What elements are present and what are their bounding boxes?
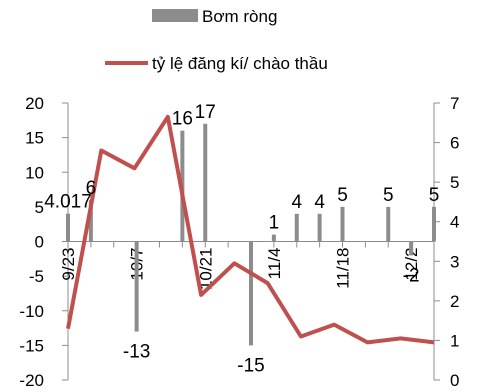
bar xyxy=(271,234,276,242)
right-tick-label: 6 xyxy=(450,134,459,153)
x-tick-label: 12/2 xyxy=(402,248,421,281)
legend: Bơm ròng tỷ lệ đăng kí/ chào thầu xyxy=(105,7,328,73)
ratio-line xyxy=(66,114,435,345)
right-tick-label: 2 xyxy=(450,292,459,311)
left-tick-label: 15 xyxy=(25,129,44,148)
left-tick-label: -20 xyxy=(19,371,44,390)
bar-data-label: 16 xyxy=(172,109,193,130)
x-tick-label: 9/23 xyxy=(59,248,78,281)
bar-data-label: -2 xyxy=(403,265,420,286)
bar xyxy=(66,213,70,242)
axes: 20151050-5-10-15-20765432109/2310/710/21… xyxy=(19,94,459,390)
bar-data-label: -15 xyxy=(237,355,264,376)
right-tick-label: 1 xyxy=(450,331,459,350)
bar-data-label: 5 xyxy=(383,185,394,206)
bar-data-label: 17 xyxy=(195,102,216,123)
bar xyxy=(203,123,208,242)
bar-data-label: 6 xyxy=(86,178,97,199)
bar-data-label: 5 xyxy=(429,185,440,206)
bar xyxy=(249,241,253,346)
bar xyxy=(386,206,391,242)
legend-bar-swatch xyxy=(152,9,198,22)
bar xyxy=(134,241,139,332)
left-tick-label: -5 xyxy=(29,267,44,286)
bar-data-label: 4 xyxy=(314,192,325,213)
legend-line-label: tỷ lệ đăng kí/ chào thầu xyxy=(152,54,328,73)
right-tick-label: 3 xyxy=(450,252,459,271)
ratio-line-path xyxy=(66,114,435,345)
bar xyxy=(317,213,322,242)
bar xyxy=(88,199,93,242)
right-tick-label: 0 xyxy=(450,371,459,390)
x-tick-label: 11/18 xyxy=(334,248,353,289)
bar-data-label: 5 xyxy=(337,185,348,206)
bar xyxy=(340,206,345,242)
legend-bar-label: Bơm ròng xyxy=(202,7,277,26)
left-tick-label: 10 xyxy=(25,163,44,182)
left-tick-label: -10 xyxy=(19,302,44,321)
x-tick-label: 11/4 xyxy=(265,248,284,280)
left-tick-label: 20 xyxy=(25,94,44,113)
left-tick-label: 0 xyxy=(35,233,44,252)
bars xyxy=(66,123,436,346)
bar xyxy=(432,206,436,242)
left-tick-label: 5 xyxy=(35,198,44,217)
right-tick-label: 4 xyxy=(450,213,459,232)
left-tick-label: -15 xyxy=(19,336,44,355)
right-tick-label: 5 xyxy=(450,173,459,192)
bar xyxy=(294,213,299,242)
bar-data-label: -13 xyxy=(123,342,150,363)
bar-data-label: 4.017 xyxy=(44,192,92,213)
x-tick-label: 10/21 xyxy=(196,248,215,291)
bar-data-label: 4 xyxy=(291,192,302,213)
right-tick-label: 7 xyxy=(450,94,459,113)
bar-data-label: 1 xyxy=(269,213,280,234)
bar xyxy=(409,241,414,256)
